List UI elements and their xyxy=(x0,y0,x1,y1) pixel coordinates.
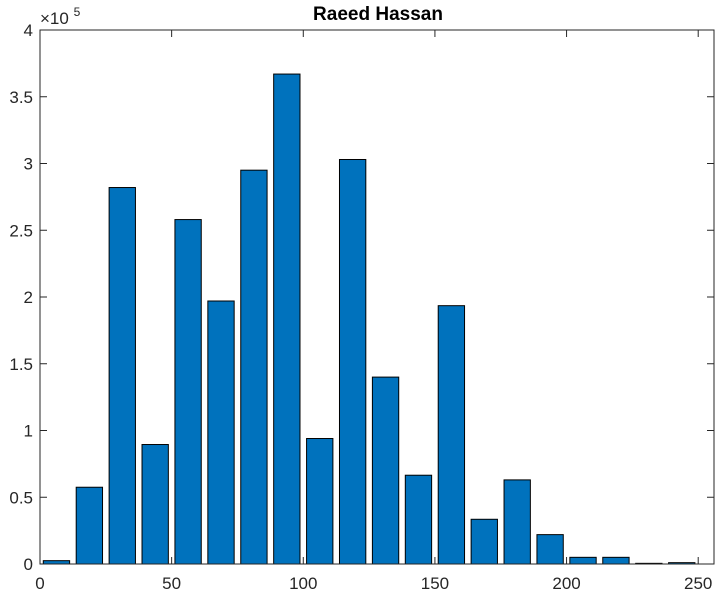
bar-2 xyxy=(75,486,104,565)
bar-15 xyxy=(503,479,531,565)
y-exponent-base: ×10 xyxy=(40,9,69,28)
x-tick-label: 100 xyxy=(289,574,317,593)
x-tick-label: 0 xyxy=(35,574,44,593)
bar-14 xyxy=(470,518,498,565)
y-tick-label: 0 xyxy=(24,555,33,574)
bar-18 xyxy=(602,556,630,565)
y-tick-label: 2 xyxy=(24,288,33,307)
bar-10 xyxy=(338,158,367,565)
x-tick-label: 50 xyxy=(162,574,181,593)
x-tick-label: 200 xyxy=(552,574,580,593)
bar-9 xyxy=(306,438,334,565)
y-tick-label: 4 xyxy=(24,21,33,40)
bar-4 xyxy=(141,444,169,565)
bar-16 xyxy=(536,534,564,565)
bar-17 xyxy=(569,556,597,565)
bar-7 xyxy=(240,169,268,565)
y-tick-label: 3.5 xyxy=(9,88,33,107)
chart-title: Raeed Hassan xyxy=(313,4,443,25)
y-exponent-label: ×10 5 xyxy=(40,5,81,28)
y-tick-label: 0.5 xyxy=(9,488,33,507)
x-tick-label: 250 xyxy=(684,574,712,593)
bar-1 xyxy=(42,560,71,565)
bar-6 xyxy=(207,300,235,565)
x-axis-ticks: 0 50 100 150 200 250 xyxy=(35,30,712,593)
bar-5 xyxy=(174,219,202,565)
bar-3 xyxy=(108,187,136,565)
y-exponent-power: 5 xyxy=(74,5,81,19)
x-tick-label: 150 xyxy=(421,574,449,593)
y-tick-label: 3 xyxy=(24,155,33,174)
bar-8 xyxy=(273,73,301,565)
bar-13 xyxy=(437,305,466,565)
y-tick-label: 2.5 xyxy=(9,221,33,240)
y-axis-ticks: 0 0.5 1 1.5 2 2.5 3 3.5 4 xyxy=(9,21,714,574)
bar-series xyxy=(42,73,696,565)
bar-11 xyxy=(371,376,400,565)
y-tick-label: 1.5 xyxy=(9,355,33,374)
y-tick-label: 1 xyxy=(24,422,33,441)
bar-12 xyxy=(404,474,433,565)
